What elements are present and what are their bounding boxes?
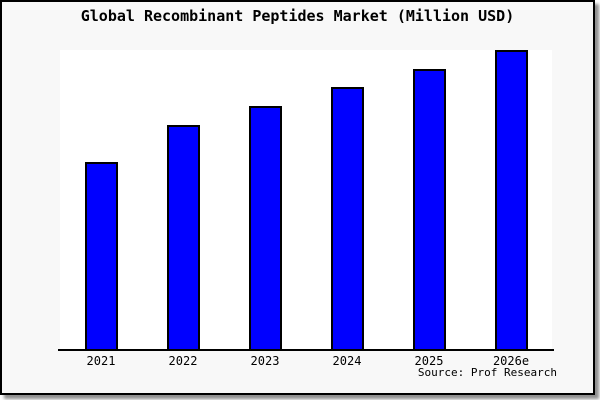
- source-note: Source: Prof Research: [417, 366, 557, 379]
- bar-slot-2023: [224, 50, 306, 349]
- x-axis-tick-labels: 2021 2022 2023 2024 2025 2026e: [60, 354, 552, 368]
- plot-area: [60, 50, 552, 349]
- bar-slot-2025: [388, 50, 470, 349]
- x-axis-line: [58, 349, 554, 351]
- x-tick-label-2022: 2022: [168, 354, 198, 368]
- chart-title: Global Recombinant Peptides Market (Mill…: [80, 7, 515, 25]
- bar-slot-2022: [142, 50, 224, 349]
- bar-2023: [248, 106, 282, 349]
- bar-2024: [330, 87, 364, 349]
- x-tick-label-2026e: 2026e: [492, 354, 530, 368]
- bar-2025: [412, 69, 446, 349]
- x-tick-label-2023: 2023: [250, 354, 280, 368]
- bar-2021: [84, 162, 118, 349]
- x-tick-label-2024: 2024: [332, 354, 362, 368]
- x-tick-label-2021: 2021: [86, 354, 116, 368]
- bar-slot-2026e: [470, 50, 552, 349]
- chart-frame: Global Recombinant Peptides Market (Mill…: [0, 0, 595, 395]
- x-tick-label-2025: 2025: [414, 354, 444, 368]
- bar-2026e: [494, 50, 528, 349]
- bar-2022: [166, 125, 200, 349]
- bar-slot-2021: [60, 50, 142, 349]
- bar-slot-2024: [306, 50, 388, 349]
